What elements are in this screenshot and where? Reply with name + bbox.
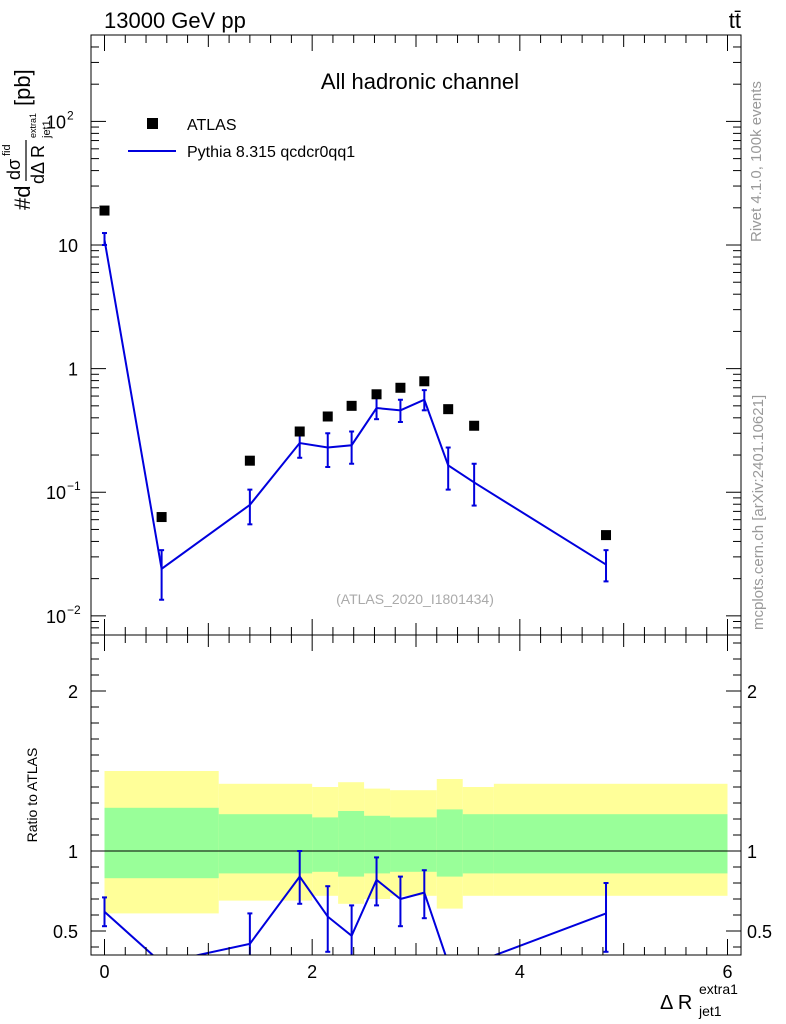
ratio-y-tick-label: 2 [68,682,78,702]
x-label-main: Δ R [660,992,692,1014]
ratio-x-ticks: 0 2 4 6 [99,635,733,982]
main-y-tick-label: 10 [46,112,66,132]
ratio-bands [91,771,741,914]
ratio-x-tick-label: 4 [515,962,525,982]
x-label-sup: extra1 [699,981,738,997]
ratio-y-tick-label-right: 1 [747,842,757,862]
y-label-prefix: #d [10,186,35,210]
y-label-numerator: dσ [4,159,24,180]
atlas-data-point [322,411,333,422]
atlas-data-point [395,382,406,393]
atlas-data-point [371,389,382,400]
ratio-data-layer [101,850,609,955]
main-y-tick-label: 10 [46,607,66,627]
legend: ATLAS Pythia 8.315 qcdcr0qq1 [128,117,355,161]
atlas-data-point [99,205,110,216]
main-y-tick-label: 10 [58,236,78,256]
y-label-denominator-sub: jet1 [41,120,53,139]
main-y-tick-label-exponent: −1 [67,479,81,493]
main-y-tick-label: 10 [46,483,66,503]
atlas-data-point [156,512,167,523]
ratio-y-ticks: 0.5 0.5 1 1 2 2 [53,642,772,948]
chart-title: All hadronic channel [321,69,519,94]
atlas-data-point [601,530,612,541]
ratio-y-tick-label-right: 0.5 [747,922,772,942]
legend-label-pythia: Pythia 8.315 qcdcr0qq1 [187,144,355,161]
main-x-ticks [103,35,729,635]
ratio-y-tick-label: 0.5 [53,922,78,942]
ratio-panel: 0.5 0.5 1 1 2 2 0 2 4 6 Ratio to ATLAS Δ R extra… [24,634,772,1019]
atlas-data-point [346,400,357,411]
mc-line [103,239,607,571]
ratio-inner-band [218,814,313,874]
y-label-numerator-sup: fid [1,144,13,156]
main-y-axis-label: #d dσ fid dΔ R jet1 extra1 [pb] [1,69,53,210]
atlas-data-point [419,376,430,387]
ratio-x-tick-label: 6 [722,962,732,982]
ratio-y-tick-label-right: 2 [747,682,757,702]
main-y-tick-label: 1 [68,360,78,380]
y-label-denominator-sup: extra1 [28,113,38,138]
atlas-data-point [469,420,480,431]
ratio-inner-band [462,814,494,874]
x-label-sub: jet1 [698,1003,722,1019]
ratio-x-tick-label: 2 [307,962,317,982]
ratio-inner-band [312,817,339,872]
y-label-unit: [pb] [10,69,35,106]
ratio-mc-line [103,874,607,955]
ratio-inner-band [390,817,437,872]
ratio-inner-band [104,807,219,879]
main-panel-frame [90,34,742,636]
x-axis-label: Δ R extra1 jet1 [660,981,738,1019]
main-y-tick-label-exponent: −2 [67,603,81,617]
header-process-label: tt̄ [729,8,741,33]
legend-marker-atlas [147,118,158,129]
mcplots-label: mcplots.cern.ch [arXiv:2401.10621] [750,395,767,630]
y-label-denominator: dΔ R [28,145,48,184]
main-y-tick-label-exponent: 2 [67,108,74,122]
legend-label-atlas: ATLAS [187,117,237,134]
ratio-inner-band [338,811,365,877]
reference-label: (ATLAS_2020_I1801434) [336,591,494,607]
rivet-version-label: Rivet 4.1.0, 100k events [748,81,765,242]
atlas-data-point [443,404,454,415]
ratio-inner-band [436,809,463,877]
ratio-inner-band [493,814,728,874]
atlas-data-point [244,455,255,466]
atlas-data-point [294,426,305,437]
main-data-layer [99,205,612,601]
ratio-y-axis-label: Ratio to ATLAS [24,748,40,843]
ratio-y-tick-label: 1 [68,842,78,862]
header-energy-label: 13000 GeV pp [104,8,246,33]
ratio-x-tick-label: 0 [99,962,109,982]
